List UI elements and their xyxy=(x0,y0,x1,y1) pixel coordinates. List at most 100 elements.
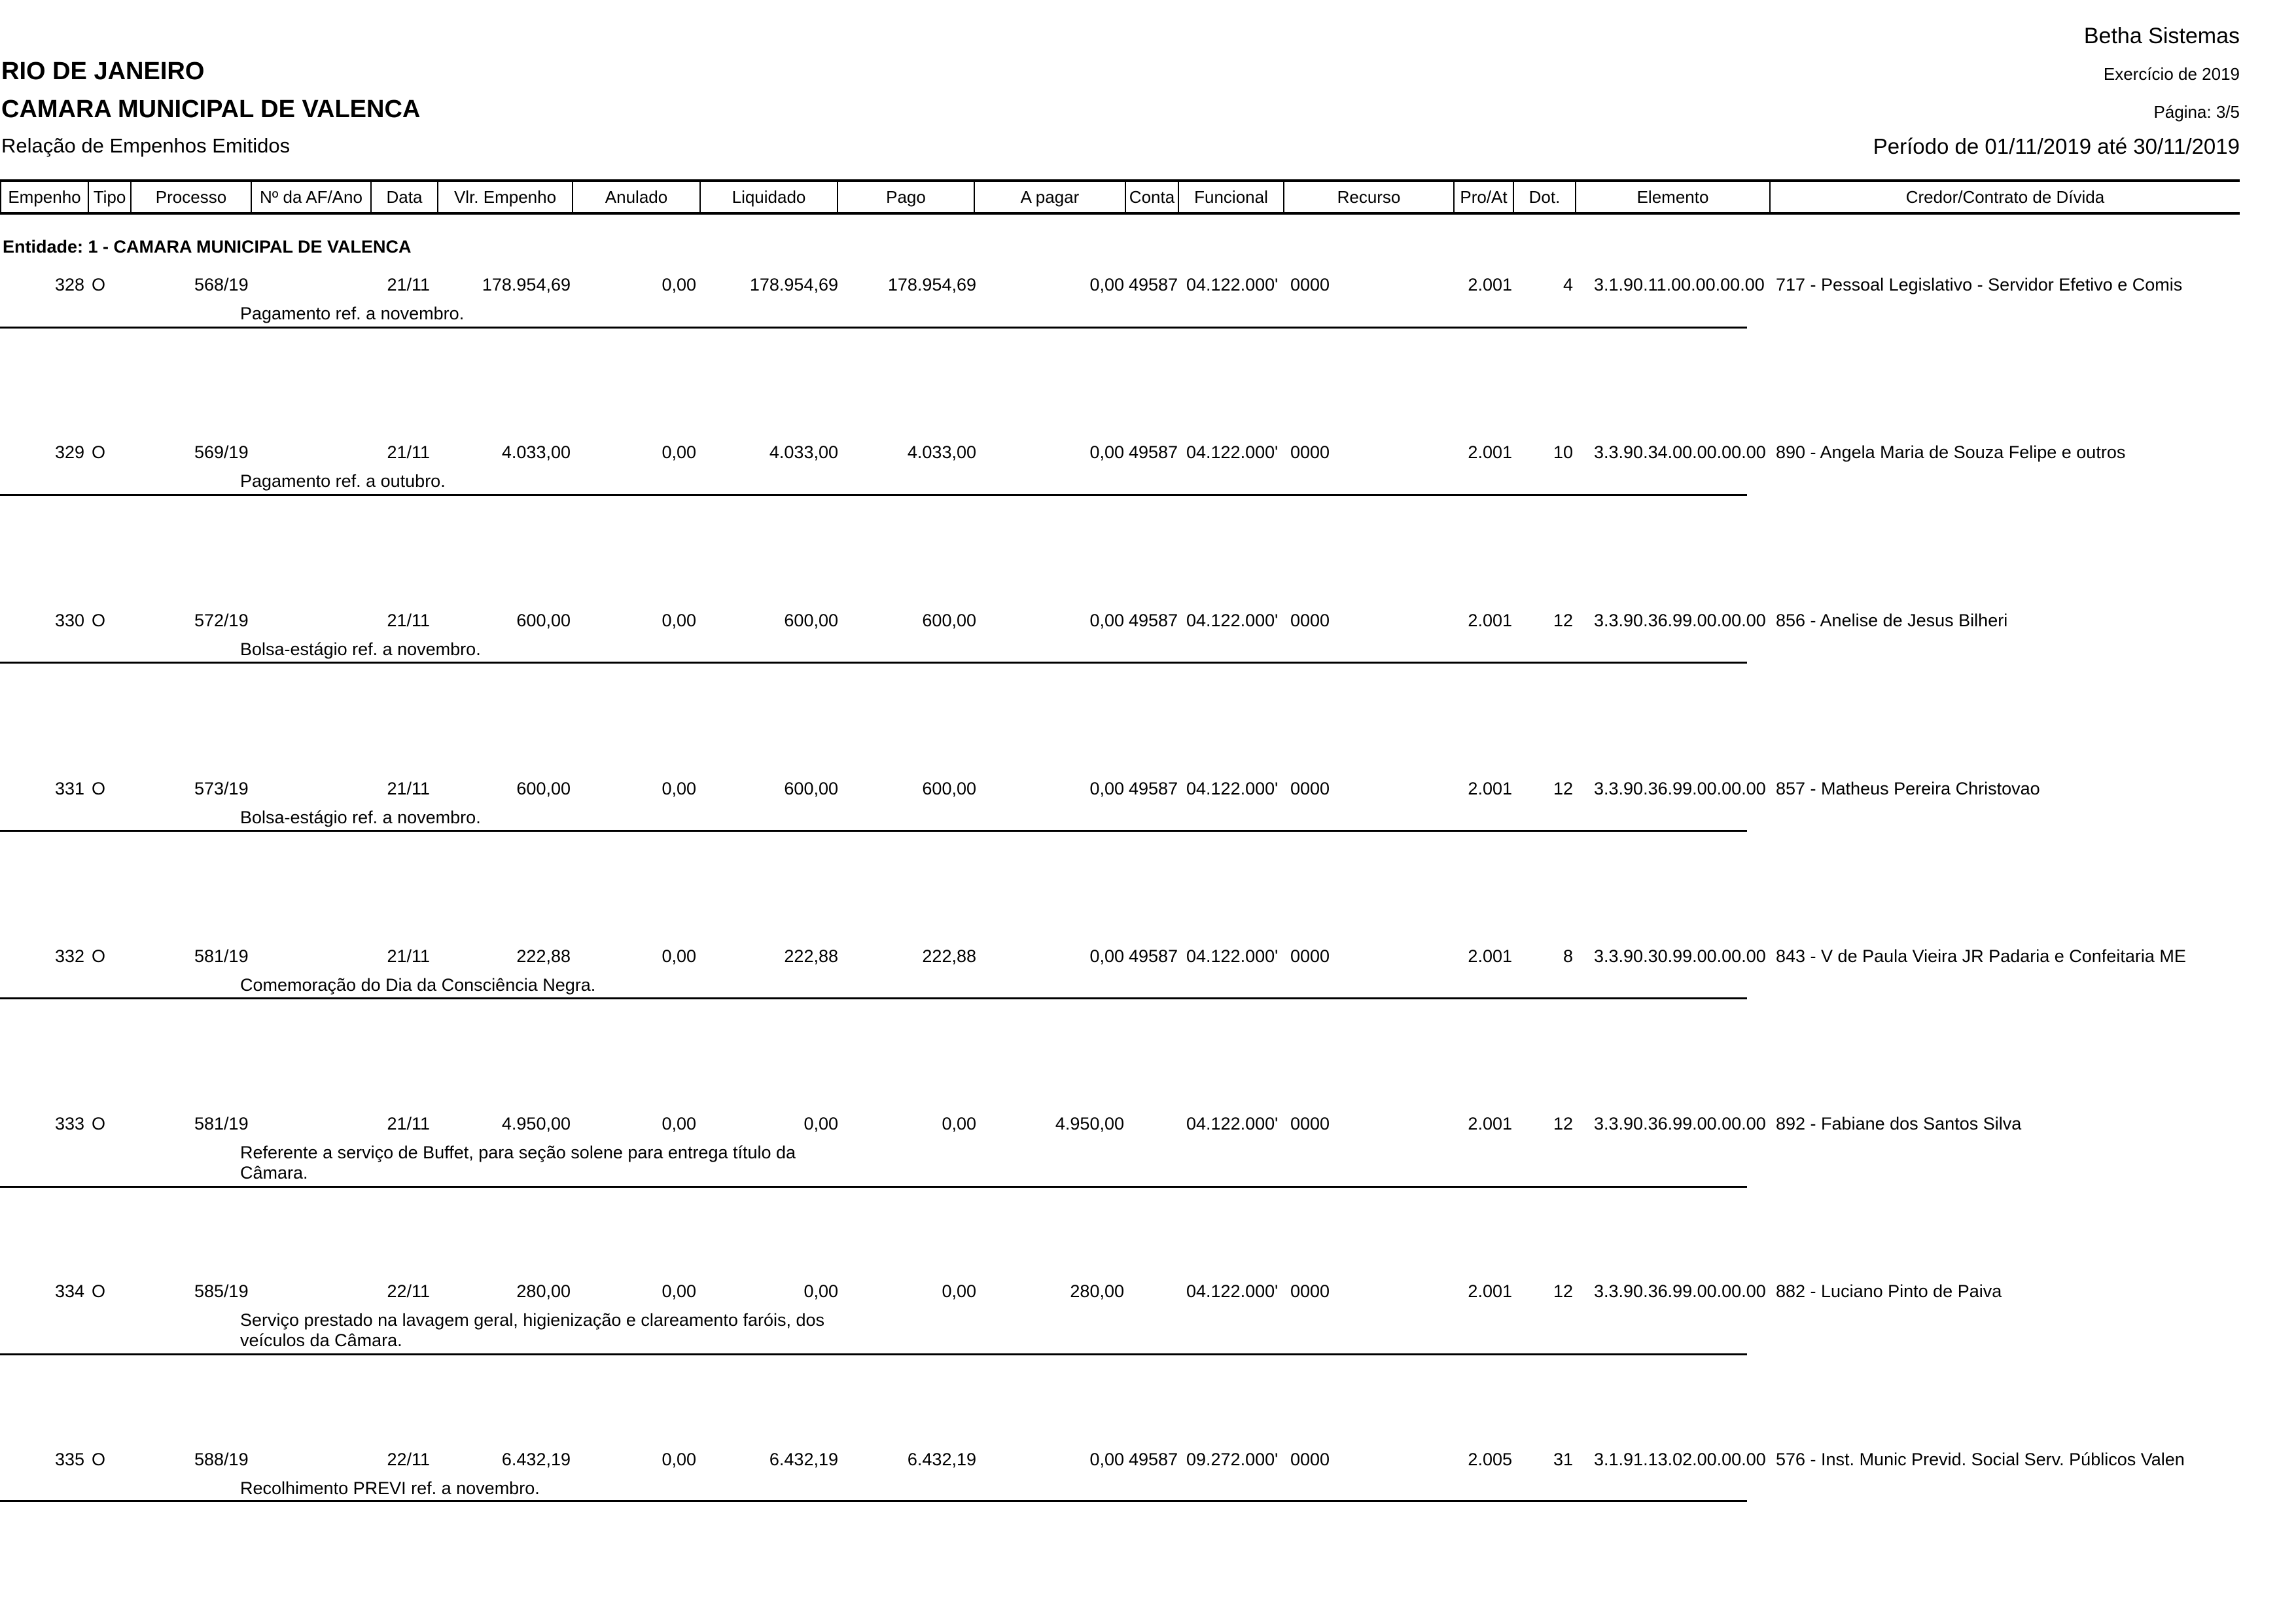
cell-a-pagar: 0,00 xyxy=(1089,946,1124,966)
cell-pago: 0,00 xyxy=(942,1114,976,1133)
cell-data: 21/11 xyxy=(387,611,430,630)
cell-tipo: O xyxy=(92,1281,106,1301)
cell-elemento: 3.3.90.34.00.00.00.00 xyxy=(1594,442,1766,462)
cell-empenho: 334 xyxy=(54,1281,84,1301)
cell-credor: 892 - Fabiane dos Santos Silva xyxy=(1776,1114,2022,1133)
cell-anulado: 0,00 xyxy=(662,275,696,294)
cell-tipo: O xyxy=(92,611,106,630)
report-period: Período de 01/11/2019 até 30/11/2019 xyxy=(1873,134,2240,158)
report-title: Relação de Empenhos Emitidos xyxy=(1,134,291,157)
cell-descricao: Comemoração do Dia da Consciência Negra. xyxy=(240,975,596,995)
cell-elemento: 3.3.90.30.99.00.00.00 xyxy=(1594,946,1766,966)
cell-descricao: Pagamento ref. a novembro. xyxy=(240,304,465,323)
cell-dot: 4 xyxy=(1563,275,1573,294)
row-divider xyxy=(0,997,1747,999)
column-header: Tipo xyxy=(89,182,132,212)
cell-descricao: Bolsa-estágio ref. a novembro. xyxy=(240,808,481,827)
column-header: Conta xyxy=(1126,182,1179,212)
cell-funcional: 09.272.000' xyxy=(1186,1450,1279,1469)
cell-pago: 4.033,00 xyxy=(907,442,976,462)
cell-conta: 49587 xyxy=(1129,946,1178,966)
cell-anulado: 0,00 xyxy=(662,1450,696,1469)
entity-title: CAMARA MUNICIPAL DE VALENCA xyxy=(1,96,421,123)
cell-pago: 600,00 xyxy=(922,779,976,798)
cell-recurso: 0000 xyxy=(1290,1450,1330,1469)
row-divider xyxy=(0,1186,1747,1188)
cell-dot: 8 xyxy=(1563,946,1573,966)
cell-credor: 882 - Luciano Pinto de Paiva xyxy=(1776,1281,2002,1301)
cell-empenho: 335 xyxy=(54,1450,84,1469)
cell-funcional: 04.122.000' xyxy=(1186,1114,1279,1133)
cell-processo: 581/19 xyxy=(194,1114,249,1133)
cell-dot: 10 xyxy=(1553,442,1573,462)
cell-processo: 585/19 xyxy=(194,1281,249,1301)
cell-pago: 0,00 xyxy=(942,1281,976,1301)
cell-empenho: 331 xyxy=(54,779,84,798)
cell-anulado: 0,00 xyxy=(662,442,696,462)
cell-recurso: 0000 xyxy=(1290,275,1330,294)
cell-data: 21/11 xyxy=(387,946,430,966)
cell-liquidado: 222,88 xyxy=(784,946,838,966)
column-header: Elemento xyxy=(1576,182,1771,212)
cell-a-pagar: 4.950,00 xyxy=(1055,1114,1124,1133)
cell-data: 21/11 xyxy=(387,1114,430,1133)
cell-liquidado: 600,00 xyxy=(784,779,838,798)
cell-tipo: O xyxy=(92,1450,106,1469)
cell-anulado: 0,00 xyxy=(662,779,696,798)
cell-funcional: 04.122.000' xyxy=(1186,442,1279,462)
cell-elemento: 3.1.91.13.02.00.00.00 xyxy=(1594,1450,1766,1469)
column-header: A pagar xyxy=(975,182,1126,212)
cell-dot: 12 xyxy=(1553,611,1573,630)
cell-recurso: 0000 xyxy=(1290,779,1330,798)
cell-liquidado: 4.033,00 xyxy=(769,442,838,462)
cell-data: 21/11 xyxy=(387,442,430,462)
cell-liquidado: 178.954,69 xyxy=(749,275,838,294)
exercise-year: Exercício de 2019 xyxy=(2103,64,2240,84)
cell-pro-at: 2.001 xyxy=(1468,779,1512,798)
cell-a-pagar: 0,00 xyxy=(1089,779,1124,798)
cell-elemento: 3.3.90.36.99.00.00.00 xyxy=(1594,1114,1766,1133)
row-divider xyxy=(0,1500,1747,1502)
cell-credor: 717 - Pessoal Legislativo - Servidor Efe… xyxy=(1776,275,2183,294)
cell-empenho: 329 xyxy=(54,442,84,462)
cell-pago: 6.432,19 xyxy=(907,1450,976,1469)
cell-funcional: 04.122.000' xyxy=(1186,1281,1279,1301)
cell-a-pagar: 0,00 xyxy=(1089,611,1124,630)
column-header: Pago xyxy=(838,182,975,212)
cell-anulado: 0,00 xyxy=(662,611,696,630)
cell-anulado: 0,00 xyxy=(662,946,696,966)
cell-empenho: 330 xyxy=(54,611,84,630)
cell-descricao: Referente a serviço de Buffet, para seçã… xyxy=(240,1143,796,1183)
cell-tipo: O xyxy=(92,1114,106,1133)
table-header: Empenho Tipo Processo Nº da AF/Ano Data Vlr. … xyxy=(0,179,2240,215)
cell-funcional: 04.122.000' xyxy=(1186,275,1279,294)
cell-elemento: 3.1.90.11.00.00.00.00 xyxy=(1594,275,1765,294)
cell-tipo: O xyxy=(92,946,106,966)
cell-data: 22/11 xyxy=(387,1281,430,1301)
cell-a-pagar: 280,00 xyxy=(1070,1281,1124,1301)
cell-elemento: 3.3.90.36.99.00.00.00 xyxy=(1594,1281,1766,1301)
cell-credor: 857 - Matheus Pereira Christovao xyxy=(1776,779,2040,798)
cell-credor: 843 - V de Paula Vieira JR Padaria e Con… xyxy=(1776,946,2186,966)
cell-pago: 600,00 xyxy=(922,611,976,630)
row-divider xyxy=(0,494,1747,496)
cell-tipo: O xyxy=(92,275,106,294)
cell-data: 21/11 xyxy=(387,779,430,798)
cell-a-pagar: 0,00 xyxy=(1089,1450,1124,1469)
cell-processo: 572/19 xyxy=(194,611,249,630)
cell-recurso: 0000 xyxy=(1290,946,1330,966)
cell-elemento: 3.3.90.36.99.00.00.00 xyxy=(1594,611,1766,630)
cell-data: 21/11 xyxy=(387,275,430,294)
cell-dot: 12 xyxy=(1553,1281,1573,1301)
cell-pro-at: 2.001 xyxy=(1468,946,1512,966)
cell-recurso: 0000 xyxy=(1290,442,1330,462)
cell-pro-at: 2.001 xyxy=(1468,275,1512,294)
cell-empenho: 333 xyxy=(54,1114,84,1133)
cell-tipo: O xyxy=(92,442,106,462)
column-header: Nº da AF/Ano xyxy=(252,182,372,212)
cell-tipo: O xyxy=(92,779,106,798)
row-divider xyxy=(0,1353,1747,1355)
cell-funcional: 04.122.000' xyxy=(1186,946,1279,966)
cell-conta: 49587 xyxy=(1129,1450,1178,1469)
cell-anulado: 0,00 xyxy=(662,1114,696,1133)
